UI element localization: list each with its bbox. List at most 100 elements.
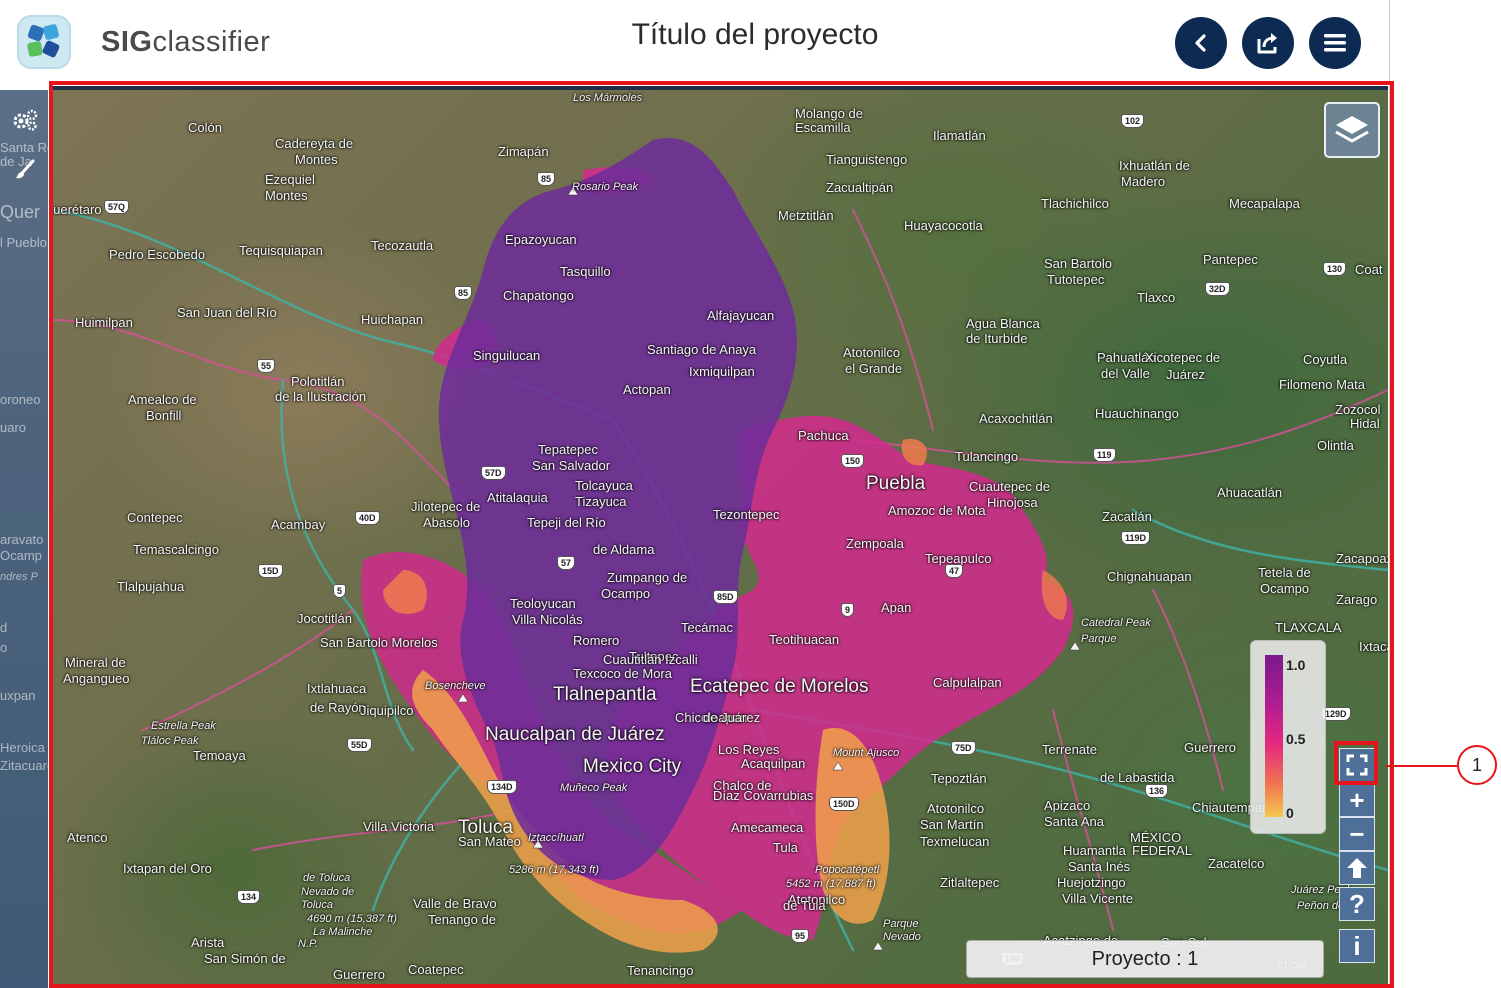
map-place-label: Tenango de: [428, 912, 496, 927]
map-place-label: Tequisquiapan: [239, 243, 323, 258]
map-place-label: Villa Vicente: [1062, 891, 1134, 906]
map-place-label: Tianguistengo: [826, 152, 908, 167]
map-place-label: San Salvador: [532, 458, 611, 473]
map-place-label: Mexico City: [583, 756, 682, 777]
map-place-label: Los Reyes: [718, 742, 780, 757]
map-place-label: San Bartolo Morelos: [320, 635, 438, 650]
map-place-label: Escamilla: [795, 120, 851, 135]
map-place-label: Zacatelco: [1208, 856, 1265, 871]
map-place-label: Chicoloapan: [675, 710, 748, 725]
ghost-label: aravato: [0, 532, 44, 547]
map-place-label: el Grande: [845, 361, 903, 376]
menu-button[interactable]: [1309, 17, 1361, 69]
map-place-label: Hidal: [1350, 416, 1380, 431]
map-place-label: Chalco de: [713, 778, 772, 793]
map-place-label: Tláloc Peak: [141, 735, 199, 747]
map-place-label: Madero: [1121, 174, 1166, 189]
ghost-label: de Ja: [0, 154, 32, 169]
map-place-label: Ixmiquilpan: [689, 364, 755, 379]
road-shield: 85D: [713, 590, 738, 604]
app-logo[interactable]: [17, 15, 71, 69]
map-place-label: Tulancingo: [955, 449, 1019, 464]
road-shield: 95: [791, 929, 810, 943]
road-shield: 5: [333, 584, 347, 598]
zoom-out-button[interactable]: −: [1339, 817, 1375, 851]
callout-leader-line: [1386, 765, 1457, 767]
map-place-label: de la Ilustración: [275, 389, 367, 404]
app-header: SIGclassifier Título del proyecto: [0, 0, 1390, 86]
map-place-label: Tepoztlán: [931, 771, 987, 786]
map-place-label: Santa Inés: [1068, 859, 1131, 874]
road-shield: 55: [257, 359, 276, 373]
map-place-label: Zitlaltepec: [940, 875, 1000, 890]
page-title: Título del proyecto: [631, 18, 879, 51]
ghost-label: Zitacuaro: [0, 758, 48, 773]
settings-icon: [13, 109, 38, 131]
road-shield: 134D: [487, 780, 517, 794]
map-place-label: Huayacocotla: [904, 218, 983, 233]
layers-icon: [1335, 116, 1369, 143]
map-place-label: Ocampo: [601, 586, 651, 601]
logo-square: [41, 39, 61, 59]
map-place-label: 4690 m (15,387 ft): [307, 913, 397, 925]
map-place-label: Tetela de: [1258, 565, 1311, 580]
map-place-label: Toluca: [301, 899, 334, 911]
ghost-label: o: [0, 640, 8, 655]
north-arrow-button[interactable]: [1339, 851, 1375, 885]
help-button[interactable]: ?: [1339, 887, 1375, 921]
map-place-label: Texcoco de Mora: [573, 666, 672, 681]
info-button[interactable]: i: [1339, 929, 1375, 963]
map-place-label: Coat: [1355, 262, 1383, 277]
map-place-label: Acaxochitlán: [979, 411, 1053, 426]
map-place-label: Tutotepec: [1047, 272, 1105, 287]
map-place-label: TLAXCALA: [1275, 620, 1342, 635]
map-place-label: Atenco: [67, 830, 108, 845]
brush-icon: [16, 159, 35, 179]
map-place-label: Atotonilco: [927, 801, 985, 816]
logo-square: [26, 40, 44, 58]
left-tool-strip: Santa Ro de Ja Quer l Pueblo oroneo uaro…: [0, 90, 48, 988]
share-button[interactable]: [1242, 17, 1294, 69]
map-place-label: Rosario Peak: [572, 181, 639, 193]
map-place-label: 5452 m (17,887 ft): [786, 878, 876, 890]
map-place-label: Santiago de Anaya: [647, 342, 757, 357]
map-place-label: Apan: [881, 600, 912, 615]
back-button[interactable]: [1175, 17, 1227, 69]
map-place-label: Ezequiel: [265, 172, 315, 187]
layers-button[interactable]: [1324, 102, 1380, 158]
info-icon: i: [1353, 930, 1361, 961]
map-place-label: Parque: [883, 918, 919, 930]
map-place-label: Huimilpan: [75, 315, 133, 330]
zoom-in-icon: +: [1349, 784, 1365, 815]
map-place-label: de Juárez: [703, 710, 761, 725]
map-place-label: de Tula: [783, 898, 826, 913]
legend-max-label: 1.0: [1286, 657, 1306, 673]
map-place-label: Chignahuapan: [1107, 569, 1192, 584]
map-place-label: Terrenate: [1042, 742, 1097, 757]
ghost-label: ndres P: [0, 571, 38, 583]
map-place-label: Iztaccíhuatl: [528, 832, 584, 844]
map-place-label: Puebla: [866, 473, 926, 494]
map-place-label: Mineral de: [65, 655, 126, 670]
map-place-label: Catedral Peak: [1081, 617, 1151, 629]
map-place-label: Romero: [573, 633, 620, 648]
map-place-label: Muñeco Peak: [560, 782, 628, 794]
map-view[interactable]: Los Mármoles Colón Cadereyta de Montes Zimap…: [53, 90, 1388, 985]
map-place-label: Coatepec: [408, 962, 464, 977]
zoom-in-button[interactable]: +: [1339, 783, 1375, 817]
map-place-label: Nevado de: [301, 886, 355, 898]
map-place-label: Cadereyta de: [275, 136, 354, 151]
brush-button[interactable]: [10, 156, 40, 184]
map-place-label: del Valle: [1101, 366, 1150, 381]
settings-button[interactable]: [10, 106, 40, 134]
map-place-label: Juárez Peak: [1291, 884, 1353, 896]
road-shield: 119: [1093, 448, 1116, 462]
ghost-label: Ocamp: [0, 548, 42, 563]
map-place-label: Tepeji del Río: [527, 515, 606, 530]
map-place-label: San Simón de: [204, 951, 286, 966]
map-place-label: Tepeapulco: [925, 551, 992, 566]
map-place-label: de Iturbide: [966, 331, 1028, 346]
fullscreen-button[interactable]: [1339, 748, 1375, 782]
north-arrow-icon: [1347, 858, 1367, 878]
map-place-label: Zempoala: [846, 536, 904, 551]
